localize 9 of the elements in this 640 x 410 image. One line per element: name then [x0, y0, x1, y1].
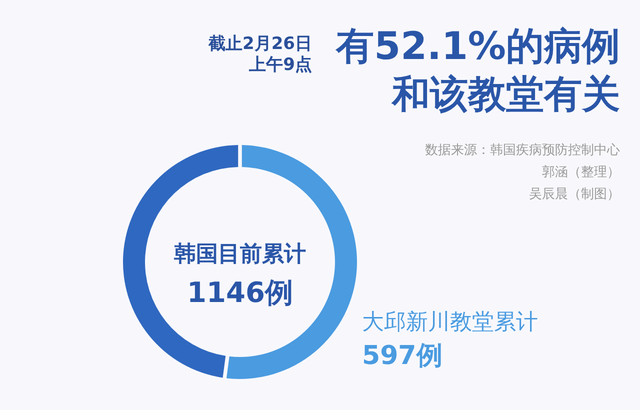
- text: 597例: [362, 341, 442, 371]
- text: 郭涵（整理）: [541, 164, 620, 182]
- source-note: 数据来源：韩国疾病预防控制中心: [425, 142, 620, 160]
- text: 1146例: [187, 276, 293, 309]
- chart-title: 有52.1%的病例和该教堂有关: [334, 23, 620, 118]
- chart-subtitle: 截止2月26日上午9点: [208, 34, 312, 76]
- text: 吴辰晨（制图）: [528, 186, 620, 204]
- slice-label: 大邱新川教堂累计: [362, 310, 538, 335]
- text: 韩国目前累计: [173, 242, 306, 267]
